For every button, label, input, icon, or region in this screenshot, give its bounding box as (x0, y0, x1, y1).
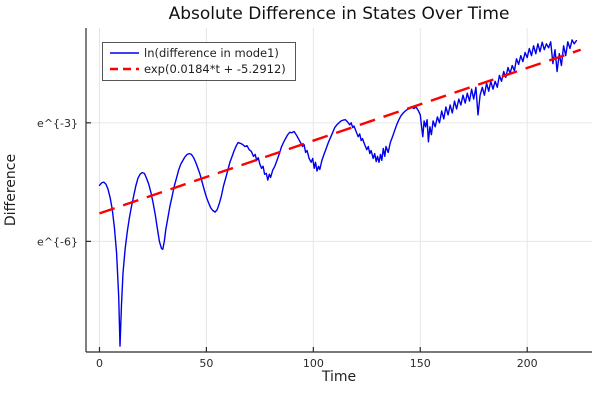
y-tick-label: e^{-6} (37, 235, 78, 248)
legend-entry-series-label: ln(difference in mode1) (144, 46, 279, 60)
legend: ln(difference in mode1) exp(0.0184*t + -… (102, 42, 296, 81)
x-tick-label: 150 (410, 357, 431, 370)
x-tick-label: 0 (96, 357, 103, 370)
axis-layer: 0 50 100 150 200 e^{-3} e^{-6} (37, 28, 592, 370)
x-axis-label: Time (321, 369, 356, 385)
x-tick-label: 200 (517, 357, 538, 370)
difference-series-line (98, 39, 578, 347)
x-tick-label: 100 (303, 357, 324, 370)
y-axis-label: Difference (3, 154, 19, 226)
y-tick-label: e^{-3} (37, 117, 78, 130)
chart-title: Absolute Difference in States Over Time (169, 4, 510, 24)
series-layer (98, 39, 582, 347)
x-tick-label: 50 (199, 357, 213, 370)
legend-box (102, 42, 296, 81)
legend-entry-trend-label: exp(0.0184*t + -5.2912) (144, 62, 286, 76)
exponential-fit-trend-line (99, 48, 582, 215)
